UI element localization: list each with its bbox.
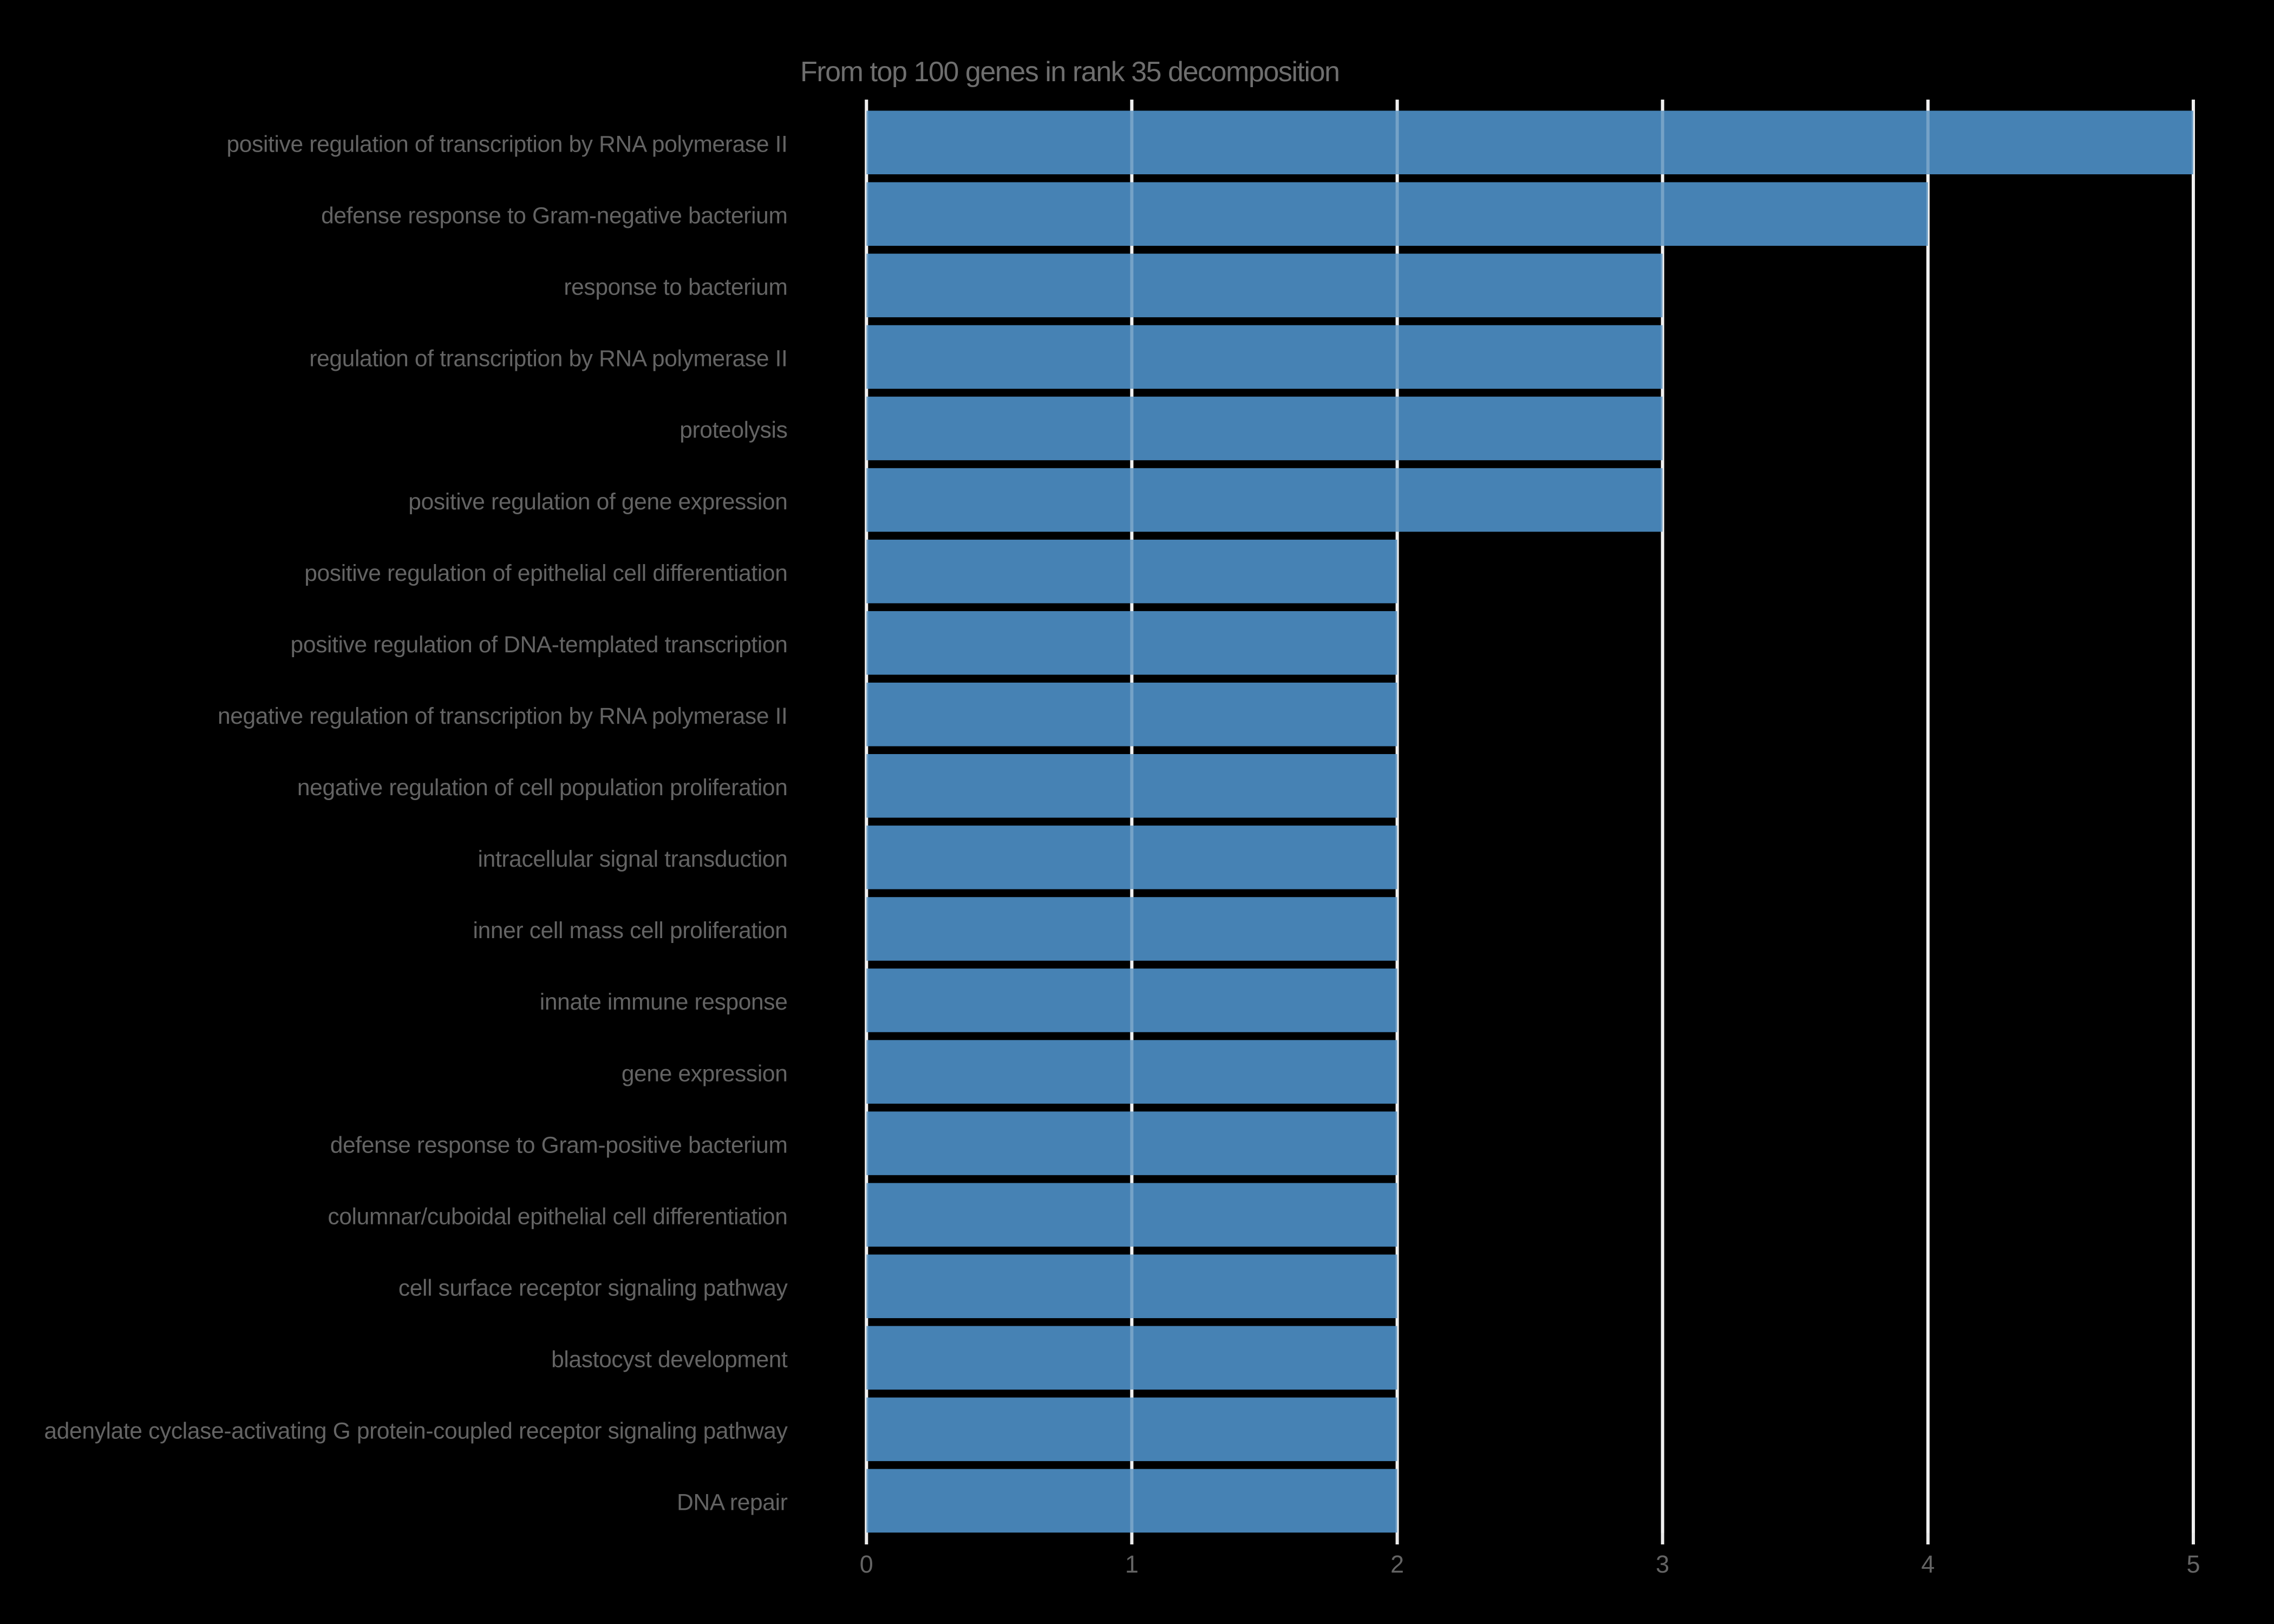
svg-text:positive regulation of transcr: positive regulation of transcription by … xyxy=(227,132,788,158)
svg-text:inner cell mass cell prolifera: inner cell mass cell proliferation xyxy=(473,918,788,944)
svg-text:regulation of transcription by: regulation of transcription by RNA polym… xyxy=(309,346,787,372)
svg-text:DNA repair: DNA repair xyxy=(677,1490,788,1516)
svg-text:5: 5 xyxy=(2186,1550,2200,1578)
svg-text:defense response to Gram-posit: defense response to Gram-positive bacter… xyxy=(330,1132,788,1158)
svg-text:3: 3 xyxy=(1656,1550,1669,1578)
svg-text:gene expression: gene expression xyxy=(622,1061,788,1086)
svg-text:adenylate cyclase-activating G: adenylate cyclase-activating G protein-c… xyxy=(44,1419,788,1444)
svg-text:defense response to Gram-negat: defense response to Gram-negative bacter… xyxy=(321,204,787,229)
svg-text:positive regulation of epithel: positive regulation of epithelial cell d… xyxy=(304,561,787,586)
svg-text:columnar/cuboidal epithelial c: columnar/cuboidal epithelial cell differ… xyxy=(328,1204,787,1229)
svg-text:2: 2 xyxy=(1390,1550,1404,1578)
svg-text:From top 100 genes in rank 35: From top 100 genes in rank 35 decomposit… xyxy=(800,56,1339,88)
svg-text:negative regulation of transcr: negative regulation of transcription by … xyxy=(218,704,788,729)
svg-text:4: 4 xyxy=(1921,1550,1935,1578)
svg-text:1: 1 xyxy=(1125,1550,1139,1578)
svg-text:proteolysis: proteolysis xyxy=(679,418,787,443)
svg-text:0: 0 xyxy=(860,1550,873,1578)
svg-text:blastocyst development: blastocyst development xyxy=(551,1347,788,1373)
svg-text:positive regulation of gene ex: positive regulation of gene expression xyxy=(408,489,787,515)
svg-text:positive regulation of DNA-tem: positive regulation of DNA-templated tra… xyxy=(291,632,788,658)
svg-text:innate immune response: innate immune response xyxy=(540,990,788,1015)
svg-text:cell surface receptor signalin: cell surface receptor signaling pathway xyxy=(398,1276,788,1301)
svg-text:negative regulation of cell po: negative regulation of cell population p… xyxy=(297,775,788,801)
svg-text:intracellular signal transduct: intracellular signal transduction xyxy=(478,847,788,872)
svg-text:response to bacterium: response to bacterium xyxy=(564,275,787,300)
